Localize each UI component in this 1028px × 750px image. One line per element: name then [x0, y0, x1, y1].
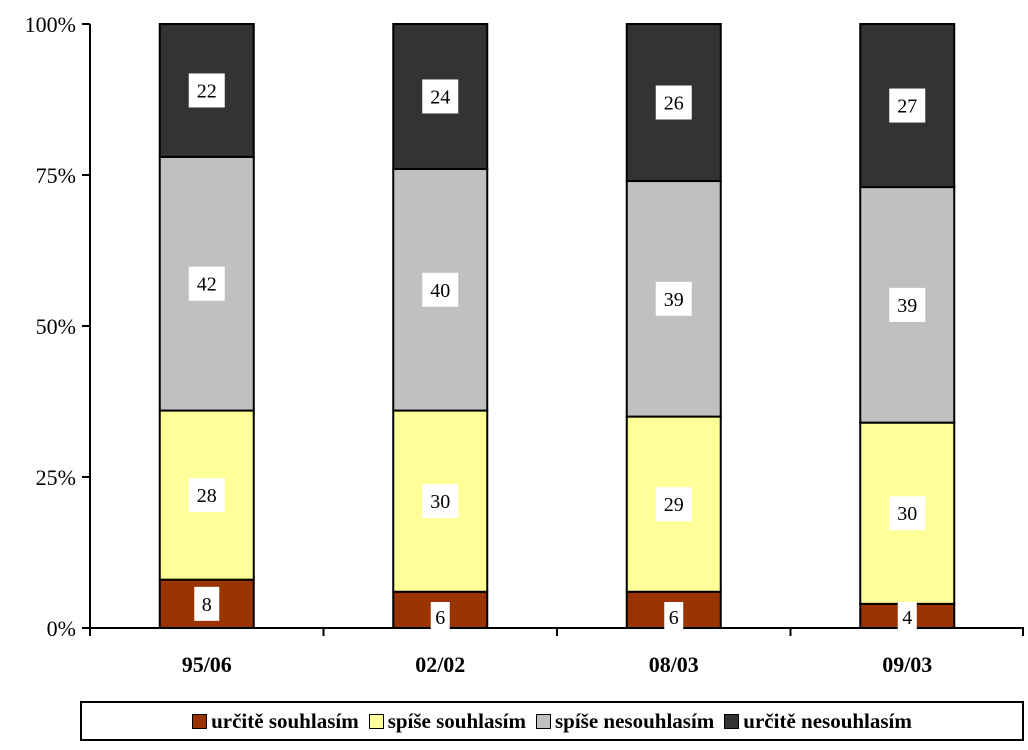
- data-label: 26: [664, 93, 684, 115]
- data-label: 27: [897, 96, 917, 118]
- legend-swatch: [192, 713, 208, 729]
- data-label-bg: [655, 85, 692, 120]
- data-label: 29: [664, 494, 684, 516]
- bars-group: [158, 23, 956, 630]
- data-label: 30: [430, 491, 450, 513]
- data-label-bg: [664, 602, 684, 632]
- legend-item: spíše souhlasím: [368, 708, 526, 734]
- data-label: 6: [669, 607, 679, 629]
- data-label-bg: [889, 88, 926, 123]
- data-label-bg: [889, 287, 926, 322]
- legend-label: spíše nesouhlasím: [555, 708, 715, 733]
- y-tick-label: 75%: [36, 163, 76, 188]
- x-tick-label: 95/06: [182, 652, 232, 677]
- bar-segment: [392, 23, 489, 170]
- y-tick-label: 25%: [36, 465, 76, 490]
- legend-item: spíše nesouhlasím: [536, 709, 714, 734]
- data-label: 4: [902, 607, 912, 629]
- x-tick-label: 08/03: [649, 652, 699, 677]
- axes-group: 95/06 02/02 08/03 09/03 0% 25% 50% 75% 100%: [25, 12, 1024, 677]
- data-label-bg: [422, 272, 459, 307]
- legend-label: spíše souhlasím: [387, 708, 526, 733]
- x-tick-label: 09/03: [882, 652, 932, 677]
- legend-item: určitě souhlasím: [192, 709, 359, 734]
- data-label-bg: [422, 484, 459, 519]
- data-label: 6: [435, 607, 445, 629]
- y-tick-label: 0%: [47, 616, 76, 641]
- bar-segment: [859, 186, 956, 424]
- legend: určitě souhlasím spíše souhlasím spíše n…: [80, 701, 1024, 741]
- y-tick-label: 100%: [25, 12, 76, 37]
- legend-item: určitě nesouhlasím: [724, 709, 912, 734]
- data-label: 22: [197, 80, 217, 102]
- data-label-bg: [430, 602, 450, 632]
- data-label: 24: [430, 86, 450, 108]
- legend-swatch: [368, 713, 384, 729]
- data-label: 39: [664, 289, 684, 311]
- legend-label: určitě souhlasím: [211, 708, 359, 733]
- data-label-bg: [422, 79, 459, 114]
- data-label-bg: [897, 602, 917, 632]
- data-label-bg: [188, 266, 225, 301]
- data-label: 40: [430, 280, 450, 302]
- data-labels-group: 8 28 42 22 6 30 40 24 6 29 39 26 4 30 39 27: [188, 73, 926, 632]
- data-label-bg: [889, 496, 926, 531]
- data-label-bg: [188, 478, 225, 513]
- data-label-bg: [188, 73, 225, 108]
- data-label: 8: [202, 594, 212, 616]
- data-label-bg: [194, 586, 220, 621]
- y-tick-label: 50%: [36, 314, 76, 339]
- legend-swatch: [724, 713, 740, 729]
- data-label: 30: [897, 503, 917, 525]
- data-label: 39: [897, 295, 917, 317]
- legend-swatch: [536, 713, 551, 729]
- data-label-bg: [655, 487, 692, 522]
- data-label-bg: [655, 281, 692, 316]
- legend-label: určitě nesouhlasím: [743, 708, 912, 733]
- data-label: 28: [197, 485, 217, 507]
- data-label: 42: [197, 274, 217, 296]
- x-tick-label: 02/02: [415, 652, 465, 677]
